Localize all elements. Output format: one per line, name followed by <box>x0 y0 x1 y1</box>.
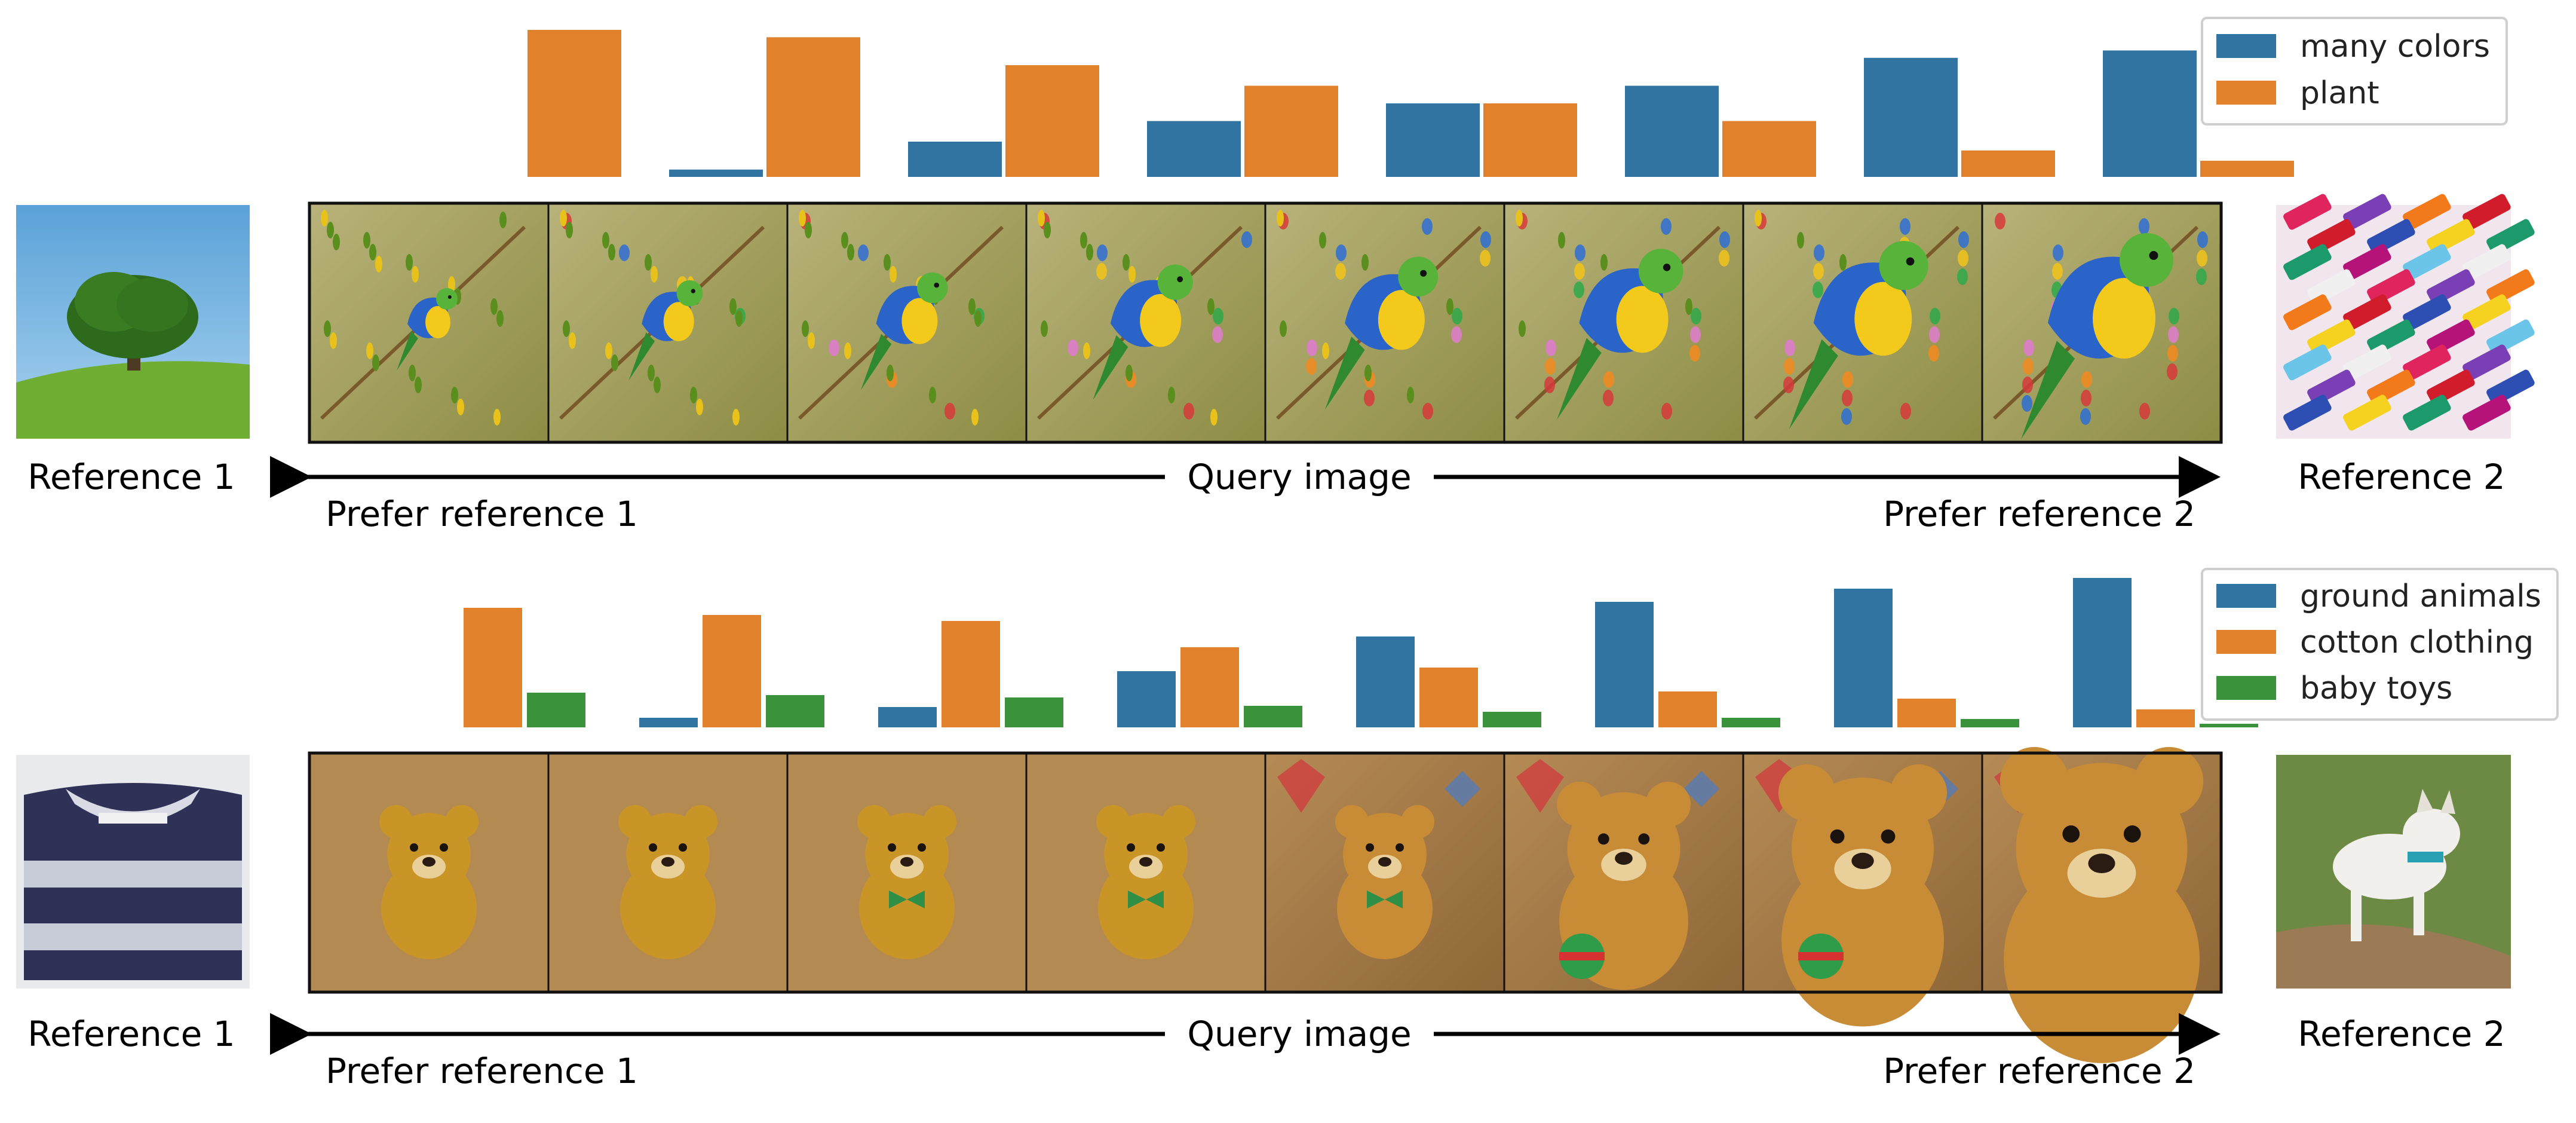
query-image-3 <box>787 203 1026 442</box>
prefer-reference-1-label: Prefer reference 1 <box>326 1051 638 1091</box>
bar-cotton-clothing-1 <box>464 608 522 727</box>
bar-ground-animals-8 <box>2073 578 2132 727</box>
legend-swatch-plant <box>2216 81 2276 105</box>
bar-cotton-clothing-5 <box>1419 668 1478 727</box>
query-image-7 <box>1743 753 1982 1027</box>
bar-many-colors-7 <box>1864 57 1958 178</box>
bar-baby-toys-4 <box>1244 706 1302 727</box>
bar-ground-animals-2 <box>639 718 698 727</box>
bar-baby-toys-8 <box>2200 724 2258 727</box>
bar-plant-3 <box>1005 65 1099 177</box>
query-image-7 <box>1743 203 1982 442</box>
bar-plant-8 <box>2200 160 2294 177</box>
query-image-6 <box>1504 203 1743 442</box>
reference-1-label: Reference 1 <box>27 457 235 497</box>
bar-ground-animals-5 <box>1356 637 1415 727</box>
query-image-label: Query image <box>1187 457 1411 497</box>
panel-1-query-strip <box>308 201 2223 444</box>
bar-plant-4 <box>1244 85 1338 177</box>
panel-2-legend: ground animals cotton clothing baby toys <box>2201 568 2559 721</box>
bar-cotton-clothing-2 <box>703 615 761 727</box>
query-image-1 <box>309 753 548 992</box>
panel-2-query-strip <box>308 746 2223 1063</box>
legend-label-baby-toys: baby toys <box>2300 671 2452 706</box>
bar-ground-animals-4 <box>1117 671 1176 727</box>
strip-frame <box>308 201 2223 444</box>
bar-many-colors-6 <box>1625 85 1719 177</box>
legend-swatch-many-colors <box>2216 34 2276 58</box>
panel-2: ground animals cotton clothing baby toys… <box>16 568 2559 1091</box>
bar-baby-toys-7 <box>1961 719 2019 727</box>
bar-many-colors-5 <box>1386 103 1480 177</box>
bar-many-colors-8 <box>2103 50 2197 177</box>
query-image-2 <box>548 203 787 442</box>
panel-2-bar-chart <box>464 578 2258 727</box>
bar-many-colors-2 <box>669 169 763 177</box>
bar-ground-animals-6 <box>1595 602 1654 727</box>
legend-label-plant: plant <box>2300 75 2379 111</box>
panel-1-legend: many colors plant <box>2201 17 2508 126</box>
legend-label-many-colors: many colors <box>2300 29 2490 65</box>
strip-frame <box>308 751 2223 994</box>
bar-baby-toys-3 <box>1005 697 1063 727</box>
reference-2-label: Reference 2 <box>2298 457 2505 497</box>
query-image-8 <box>1982 203 2221 442</box>
bar-cotton-clothing-3 <box>942 621 1000 727</box>
query-image-label: Query image <box>1187 1014 1411 1054</box>
legend-label-ground-animals: ground animals <box>2300 579 2541 614</box>
query-image-2 <box>548 753 787 992</box>
query-image-6 <box>1504 753 1743 992</box>
bar-many-colors-4 <box>1147 121 1241 177</box>
bar-cotton-clothing-8 <box>2136 709 2195 727</box>
bar-baby-toys-5 <box>1483 712 1541 727</box>
legend-frame <box>2201 568 2559 721</box>
prefer-reference-1-label: Prefer reference 1 <box>326 494 638 534</box>
panel-1-bar-chart <box>528 30 2294 178</box>
reference-2-label: Reference 2 <box>2298 1014 2505 1054</box>
prefer-reference-2-label: Prefer reference 2 <box>1883 494 2195 534</box>
query-image-3 <box>787 753 1026 992</box>
bar-cotton-clothing-7 <box>1897 699 1956 727</box>
reference-1-image-sweater <box>16 755 250 989</box>
query-image-1 <box>309 203 548 442</box>
query-image-5 <box>1265 753 1504 992</box>
bar-plant-6 <box>1722 121 1816 177</box>
legend-swatch-cotton-clothing <box>2216 630 2276 654</box>
reference-2-image-crayons <box>2276 194 2535 439</box>
query-image-4 <box>1026 753 1265 992</box>
query-image-5 <box>1265 203 1504 442</box>
bar-baby-toys-2 <box>766 695 824 727</box>
bar-ground-animals-7 <box>1834 589 1893 727</box>
prefer-reference-2-label: Prefer reference 2 <box>1883 1051 2195 1091</box>
bar-plant-5 <box>1483 103 1577 177</box>
legend-label-cotton-clothing: cotton clothing <box>2300 625 2534 660</box>
bar-baby-toys-6 <box>1722 718 1780 727</box>
bar-ground-animals-3 <box>878 707 937 727</box>
reference-1-label: Reference 1 <box>27 1014 235 1054</box>
query-image-4 <box>1026 203 1265 442</box>
panel-1: many colors plant Reference 1 Reference … <box>16 17 2535 534</box>
reference-1-image-tree <box>16 205 250 439</box>
reference-2-image-dog <box>2276 755 2511 989</box>
bar-plant-1 <box>528 30 621 177</box>
legend-swatch-ground-animals <box>2216 584 2276 608</box>
bar-plant-2 <box>766 37 860 177</box>
bar-cotton-clothing-6 <box>1658 691 1717 727</box>
legend-frame <box>2201 17 2508 126</box>
bar-plant-7 <box>1961 150 2055 177</box>
query-image-8 <box>1982 746 2221 1063</box>
bar-many-colors-3 <box>908 141 1002 177</box>
legend-swatch-baby-toys <box>2216 676 2276 700</box>
bar-cotton-clothing-4 <box>1180 647 1239 727</box>
bar-baby-toys-1 <box>527 693 585 727</box>
